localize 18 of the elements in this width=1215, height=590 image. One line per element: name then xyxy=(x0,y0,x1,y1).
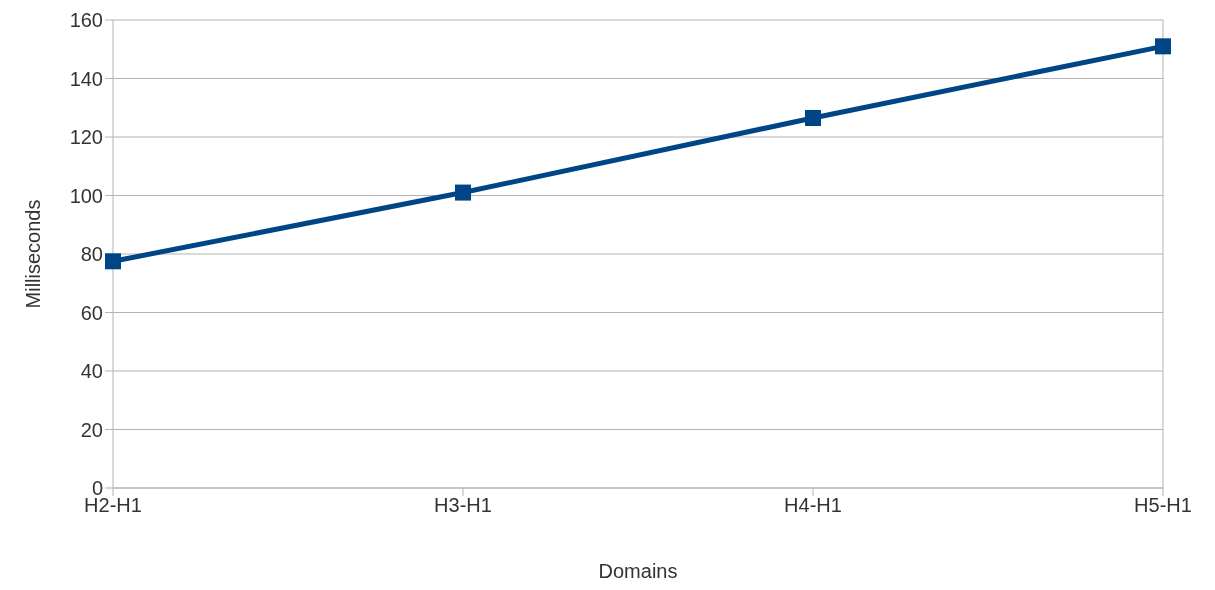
point xyxy=(1155,38,1171,55)
y-tick-label: 80 xyxy=(80,243,103,266)
y-tick-label: 100 xyxy=(69,184,103,207)
y-tick-label: 60 xyxy=(80,301,103,324)
x-axis-title: Domains xyxy=(598,560,678,582)
point xyxy=(805,109,821,126)
y-axis-title: Milliseconds xyxy=(22,199,45,309)
y-tick-label: 140 xyxy=(69,67,103,90)
y-tick-label: 160 xyxy=(69,9,103,32)
point xyxy=(105,253,121,270)
y-tick-label: 20 xyxy=(80,418,103,441)
point xyxy=(455,184,471,201)
x-tick-label: H5-H1 xyxy=(1134,494,1192,517)
x-tick-label: H2-H1 xyxy=(84,494,142,517)
y-tick-label: 40 xyxy=(80,360,103,383)
x-tick-label: H3-H1 xyxy=(434,494,492,517)
x-tick-label: H4-H1 xyxy=(784,494,842,517)
y-tick-label: 120 xyxy=(69,126,103,149)
